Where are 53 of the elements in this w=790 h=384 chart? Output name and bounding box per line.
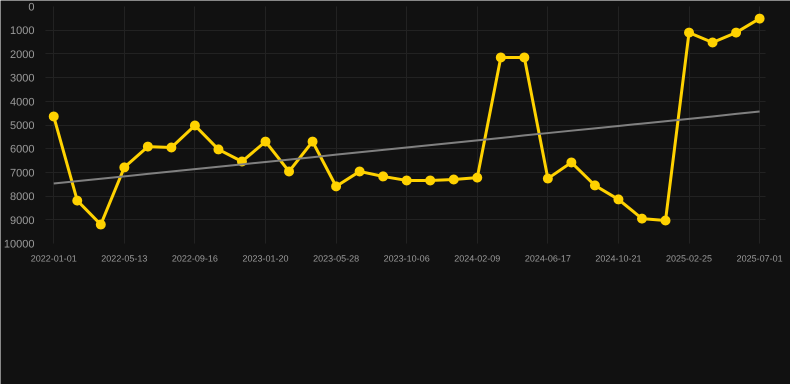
point [213,144,224,154]
point [119,162,130,172]
point [354,166,365,176]
y-tick-label: 8000 [10,191,35,204]
point [542,174,553,184]
point [496,52,506,62]
x-tick-label: 2023-10-06 [384,254,430,264]
point [613,194,624,204]
y-tick-label: 6000 [10,144,35,156]
y-tick-label: 5000 [10,120,35,132]
y-tick-label: 2000 [10,48,35,61]
x-tick-label: 2022-01-01 [30,254,77,264]
line-series [52,110,761,185]
x-tick-label: 2025-07-01 [736,254,783,264]
x-tick-label: 2022-09-16 [172,254,218,264]
point [166,142,176,153]
point [72,196,82,206]
point [96,220,106,230]
point [308,136,318,147]
x-tick-label: 2022-05-13 [101,254,148,264]
point [566,157,576,168]
point [48,111,59,122]
point [284,166,294,176]
point [448,174,459,184]
point [378,171,388,182]
point [260,136,270,147]
point [660,216,670,226]
y-tick-label: 9000 [10,214,35,227]
x-tick-label: 2024-10-21 [595,254,642,264]
point [519,52,530,62]
point [331,181,342,192]
y-tick-label: 10000 [4,238,35,250]
y-tick-label: 4000 [10,96,35,108]
point [402,175,412,186]
x-tick-label: 2024-06-17 [524,254,571,264]
point [708,38,718,48]
point [472,172,482,183]
x-tick-label: 2023-05-28 [313,254,360,264]
point [425,175,436,186]
point [731,28,742,38]
y-tick-label: 1000 [10,25,35,38]
point [754,14,765,24]
x-tick-label: 2025-02-25 [666,254,712,264]
y-tick-label: 7000 [10,167,35,180]
point [636,214,647,224]
y-tick-label: 3000 [10,72,35,85]
x-tick-label: 2024-02-09 [454,254,500,264]
point [684,28,694,38]
point [590,180,600,190]
point [190,120,200,130]
point [142,142,153,152]
x-tick-label: 2023-01-20 [242,254,289,264]
y-tick-label: 0 [28,2,35,14]
